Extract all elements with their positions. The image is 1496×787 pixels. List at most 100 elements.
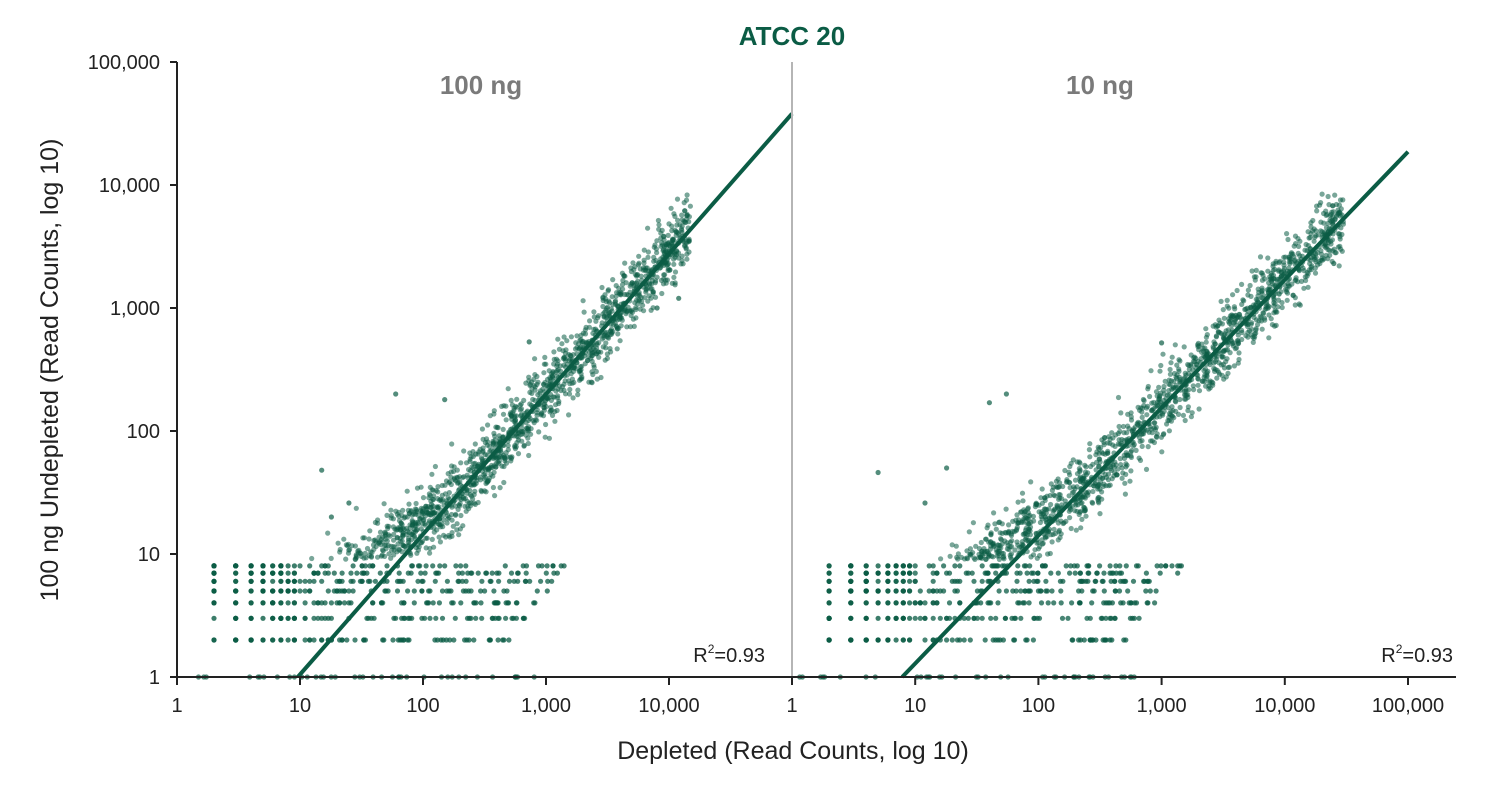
data-point [559,384,566,390]
data-point [1056,527,1062,534]
data-point [211,637,217,643]
data-point [365,578,371,584]
data-point [606,298,612,304]
data-point [1325,193,1331,200]
data-point [555,336,561,342]
data-point [503,615,509,621]
data-point [610,302,616,308]
data-point [211,578,217,584]
data-point [922,637,928,643]
data-point [456,570,462,576]
data-point [1305,284,1311,290]
data-point [448,474,454,480]
data-point [1167,371,1173,377]
data-point [1276,291,1282,297]
data-point [278,570,284,576]
data-point [1225,347,1231,353]
data-point [1086,570,1092,576]
data-point [503,417,509,423]
data-point [575,387,581,393]
data-point [444,578,450,584]
data-point [912,600,918,606]
data-point [613,283,619,289]
data-point [659,240,665,246]
data-point [1328,218,1334,224]
data-point [946,600,953,606]
data-point [1188,414,1194,420]
data-point [419,540,425,546]
data-point [672,282,678,288]
data-point [431,510,437,517]
data-point [424,535,430,541]
data-point [1055,484,1062,490]
data-point [291,600,297,606]
data-point [233,563,239,569]
data-point [900,588,906,594]
y-tick-label: 1 [149,667,160,689]
data-point [432,463,438,470]
data-point [514,396,520,402]
data-point [1265,268,1271,274]
data-point [285,600,291,606]
data-point [423,563,429,569]
data-point [1332,192,1338,198]
data-point [468,588,474,594]
data-point [1030,637,1036,643]
data-point [492,615,498,621]
data-point [1161,387,1167,393]
data-point [1018,615,1024,621]
data-point [490,484,496,491]
data-point [371,615,377,621]
data-point [1214,375,1220,381]
data-point [370,600,376,606]
data-point [482,440,488,446]
data-point [519,425,525,431]
data-point [1014,578,1020,584]
data-point [1020,498,1026,504]
data-point [654,274,660,280]
data-point [1161,383,1167,390]
data-point [480,445,486,451]
data-point [495,600,501,606]
data-point [577,368,583,374]
data-point [463,508,469,514]
data-point [472,488,478,494]
data-point [893,600,899,606]
data-point [1002,615,1009,621]
data-point [1068,563,1074,569]
data-point [1049,539,1055,545]
data-point [930,588,936,594]
data-point [346,500,352,506]
data-point [381,501,387,507]
data-point [1234,287,1240,294]
data-point [1056,496,1062,502]
data-point [375,554,381,560]
data-point [454,527,460,533]
data-point [826,615,832,621]
data-point [1108,467,1115,473]
data-point [826,600,832,606]
data-point [1126,600,1132,606]
y-tick-label: 10 [138,544,160,566]
data-point [526,452,532,459]
data-point [386,523,392,530]
data-point [350,578,356,584]
data-point [630,260,636,266]
data-point [622,291,628,298]
data-point [543,570,549,576]
data-point [471,600,477,606]
data-point [1171,370,1178,377]
data-point [1118,578,1124,584]
data-point [401,600,407,606]
data-point [1123,464,1129,470]
data-point [1072,508,1078,514]
data-point [523,563,530,569]
data-point [1071,489,1077,495]
data-point [346,547,352,553]
data-point [478,600,484,606]
data-point [400,578,406,584]
data-point [501,637,507,643]
y-ticks: 1 10 100 1,000 10,000 100,000 [88,52,177,689]
data-point [507,454,513,460]
data-point [934,600,940,606]
